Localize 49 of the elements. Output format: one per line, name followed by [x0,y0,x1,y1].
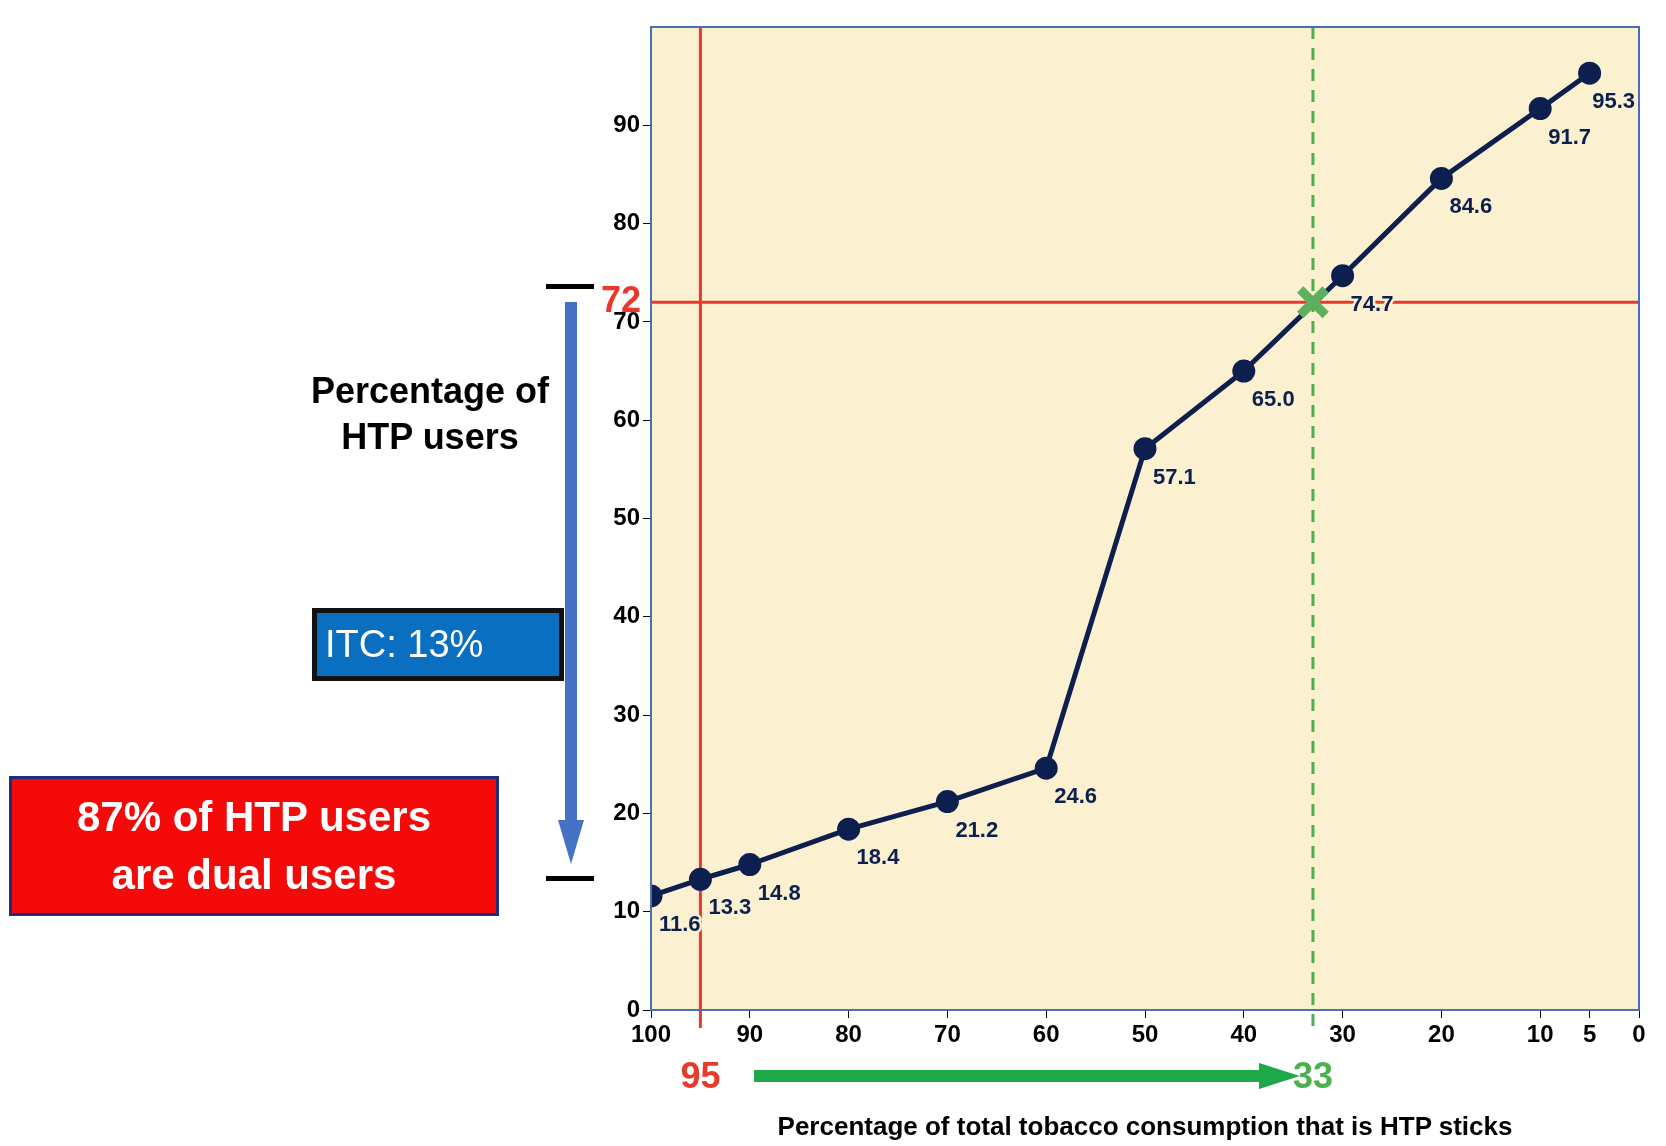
point [1295,285,1331,320]
x-tick-label: 5 [1582,1020,1597,1048]
point [1034,756,1058,780]
x-axis-title: Percentage of total tobacco consumption that is HTP sticks [777,1111,1513,1142]
x-tick-label: 70 [934,1020,961,1048]
point [1331,264,1355,288]
data-label: 95.3 [1592,88,1636,114]
x-tick-label: 60 [1032,1020,1060,1048]
point [837,817,861,841]
text: 87% of HTP users are dual users [9,776,499,916]
ref-line-label: 95 [680,1054,721,1096]
y-tick-label: 50 [613,503,640,531]
point [1528,97,1552,121]
point [1429,166,1453,190]
y-tick-label: 10 [613,896,640,924]
y-tick-label: 0 [626,994,640,1022]
data-label: 21.2 [955,816,999,842]
data-label: 13.3 [708,894,752,920]
x-tick-label: 40 [1230,1020,1258,1048]
x-tick-label: 10 [1526,1020,1554,1048]
y-tick-label: 30 [613,699,640,727]
y-tick-label: 80 [613,208,640,236]
x-tick-label: 30 [1329,1020,1356,1048]
data-label: 14.8 [757,879,801,905]
y-tick-label: 40 [613,601,640,629]
point [935,790,959,814]
x-tick-label: 50 [1131,1020,1159,1048]
x-tick-label: 80 [835,1020,862,1048]
text: ITC: 13% [312,608,564,681]
point [688,867,712,891]
y-tick-label: 20 [613,798,640,826]
x-tick-label: 20 [1428,1020,1455,1048]
y-tick-label: 90 [613,109,640,137]
data-label: 24.6 [1054,783,1098,809]
y-axis-title: Percentage of HTP users [309,369,551,459]
data-label: 57.1 [1153,463,1196,489]
data-label: 65.0 [1251,386,1295,412]
x-tick-label: 90 [736,1020,764,1048]
point [1232,359,1256,383]
data-label: 18.4 [856,844,901,870]
ref-line-label: 33 [1292,1054,1333,1096]
x-tick-label: 0 [1632,1020,1646,1048]
point [738,853,762,877]
point [1133,437,1157,461]
x-tick-label: 100 [630,1020,672,1048]
data-label: 91.7 [1548,123,1592,149]
point [1578,61,1602,85]
data-label: 84.6 [1449,193,1493,219]
y-tick-label: 60 [613,404,640,432]
